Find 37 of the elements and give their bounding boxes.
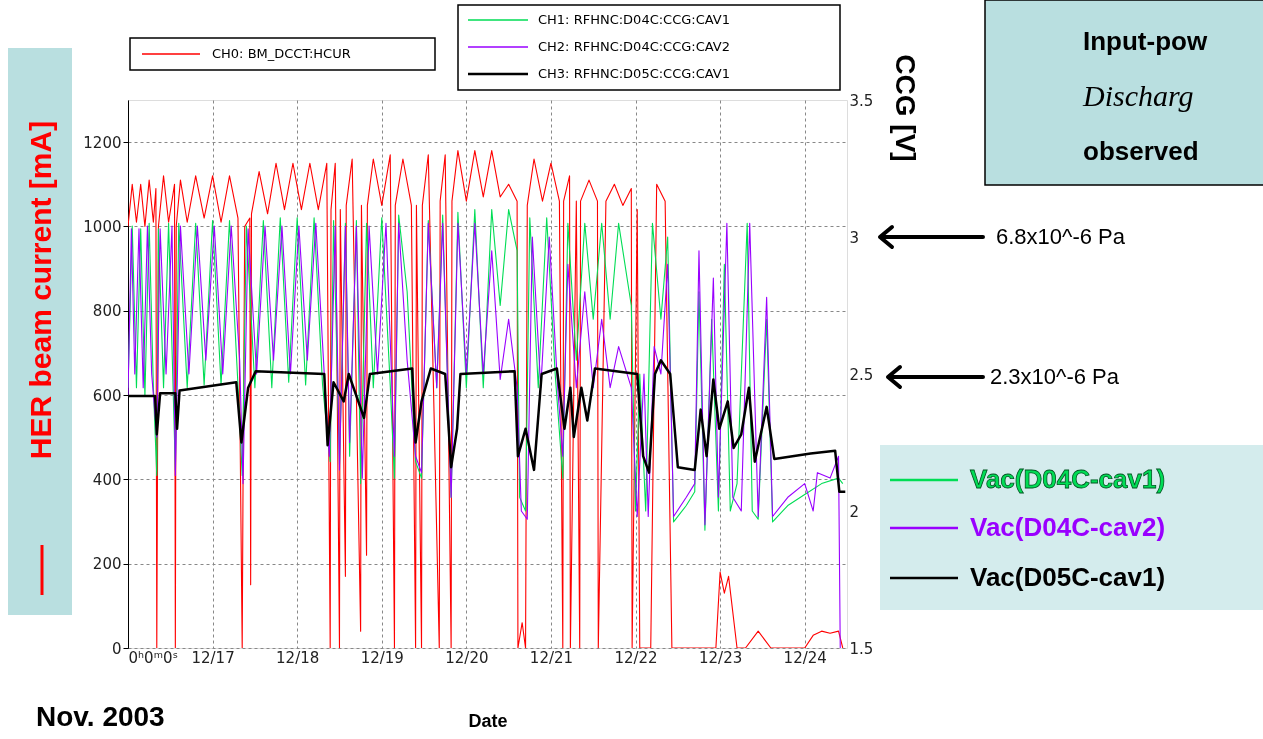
text: Nov. 2003 [36,701,165,732]
text: 6.8x10^-6 Pa [996,224,1126,249]
y2-tick-label: 2 [849,502,860,521]
y2-tick-label: 3 [849,228,860,247]
text: Vac(D04C-cav1) [970,464,1166,494]
x-tick-label: 12/24 [783,648,827,667]
x-tick-label: 0ʰ0ᵐ0ˢ [128,648,179,667]
text: Vac(D05C-cav1) [970,562,1166,592]
legend-label: CH1: RFHNC:D04C:CCG:CAV1 [538,12,731,27]
text: Discharg [1082,79,1194,112]
y-tick-label: 1200 [83,133,122,152]
y2-axis-title: CCG [V] [890,54,921,162]
x-tick-label: 12/19 [360,648,404,667]
y-tick-label: 1000 [83,217,122,236]
y-tick-label: 600 [92,386,122,405]
y-axis-title: HER beam current [mA] [24,120,57,460]
y-tick-label: 800 [92,302,122,321]
x-tick-label: 12/22 [614,648,658,667]
legend-label: CH3: RFHNC:D05C:CCG:CAV1 [538,66,731,81]
legend-label: CH2: RFHNC:D04C:CCG:CAV2 [538,39,731,54]
y2-tick-label: 1.5 [849,639,874,658]
y-tick-label: 400 [92,470,122,489]
x-tick-label: 12/20 [445,648,489,667]
text: 2.3x10^-6 Pa [990,364,1120,389]
text: Input-pow [1083,26,1208,56]
y2-tick-label: 3.5 [849,91,874,110]
legend-label: CH0: BM_DCCT:HCUR [212,46,351,61]
x-tick-label: 12/23 [699,648,743,667]
x-tick-label: 12/21 [529,648,574,667]
x-tick-label: 12/18 [276,648,320,667]
text: observed [1083,136,1199,166]
text: Vac(D04C-cav2) [970,512,1166,542]
y2-tick-label: 2.5 [849,365,874,384]
x-tick-label: 12/17 [191,648,235,667]
y-tick-label: 200 [92,555,122,574]
x-axis-title: Date [468,711,508,731]
y-tick-label: 0 [111,639,122,658]
